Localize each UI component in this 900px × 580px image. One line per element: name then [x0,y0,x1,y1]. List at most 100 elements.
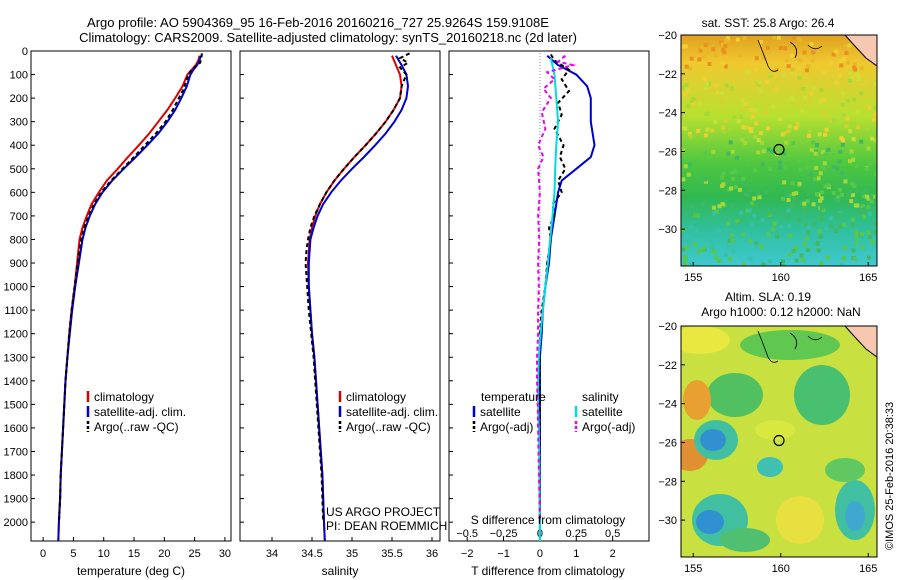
sst-pixel [825,255,830,260]
sst-pixel [809,148,814,153]
depth-tick-label: 1900 [4,494,28,506]
sst-pixel [786,198,791,202]
sst-pixel [829,224,834,229]
sst-pixel [683,92,688,97]
x-tick-label: 34 [266,548,278,560]
sst-pixel [689,212,694,217]
sst-map: sat. SST: 25.8 Argo: 26.4 155 160 165 −20 −2… [658,16,878,284]
sst-pixel [832,153,837,158]
depth-tick-label: 1100 [4,305,28,317]
sst-pixel [771,227,776,232]
map-x-tick-label: 165 [859,563,877,575]
difference-legend: temperature salinitysatelliteArgo(-adj)sa… [472,390,635,434]
sst-pixel [810,58,815,63]
sst-pixel [798,167,803,172]
sst-pixel [794,258,799,263]
sst-pixel [802,201,807,206]
depth-tick-label: 1700 [4,446,28,458]
sla-map: Altim. SLA: 0.19 Argo h1000: 0.12 h2000:… [658,290,878,575]
sst-pixel [766,147,771,152]
sst-pixel [781,259,785,264]
sst-pixel [698,48,703,53]
argo-float-marker [773,434,785,447]
sst-pixel [743,102,748,106]
sst-pixel [811,86,816,91]
sst-pixel [766,211,771,216]
sst-pixel [682,85,687,90]
sst-pixel [871,205,876,210]
sst-pixel [748,188,753,193]
depth-tick-label: 1400 [4,376,28,388]
map-y-tick-label: −24 [658,399,677,411]
sst-pixel [844,238,849,243]
sst-pixel [807,133,811,138]
sst-pixel [855,203,860,208]
sst-pixel [854,230,859,235]
sst-pixel [821,150,825,155]
sst-pixel [729,203,734,208]
sst-pixel [808,172,813,177]
sst-pixel [781,196,786,201]
sst-pixel [760,217,765,222]
sst-pixel [848,129,853,134]
sst-pixel [683,256,688,261]
sst-pixel [853,61,857,66]
sst-pixel [783,46,788,51]
x-tick-label: 36 [426,548,438,560]
sst-pixel [801,258,806,262]
sst-pixel [855,125,860,130]
sst-pixel [796,88,801,93]
sst-pixel [783,164,788,169]
sst-pixel [720,175,725,180]
sst-pixel [756,191,761,196]
sst-pixel [825,227,830,231]
s-diff-tick-label: −0.25 [490,528,518,540]
sst-pixel [805,236,809,241]
sst-pixel [745,125,750,130]
sst-pixel [687,241,692,246]
figure-title-line1: Argo profile: AO 5904369_95 16-Feb-2016 … [87,15,549,30]
sst-pixel [703,177,708,182]
sst-pixel [872,230,877,235]
series-line-0-1 [57,55,202,542]
sst-pixel [739,210,744,215]
series-line-2-0 [538,54,596,541]
sst-pixel [726,151,731,156]
sst-pixel [778,163,783,168]
sst-pixel [686,172,691,177]
argo-float-marker [773,143,785,156]
sst-pixel [681,228,686,233]
sst-pixel [851,157,856,162]
sst-pixel [695,213,700,218]
sla-map-title-line2: Argo h1000: 0.12 h2000: NaN [701,305,860,319]
sst-pixel [812,221,817,226]
sst-pixel [864,188,869,192]
sst-pixel [804,222,809,227]
x-tick-label: 15 [128,548,140,560]
sst-pixel [847,43,852,48]
sst-pixel [806,230,811,235]
sst-pixel [788,233,793,238]
sst-pixel [803,95,807,100]
sst-pixel [687,162,692,167]
sst-pixel [873,222,877,227]
sst-pixel [714,90,719,94]
sst-pixel [840,77,845,81]
sst-pixel [757,195,762,200]
sst-pixel [799,253,804,258]
depth-tick-label: 1200 [4,329,28,341]
sst-pixel [868,211,872,216]
series-line-0-0 [57,55,201,542]
sst-pixel [848,70,853,75]
map-y-tick-label: −22 [658,69,677,81]
sst-pixel [707,81,712,86]
sst-pixel [714,53,719,57]
sst-pixel [727,256,732,261]
sst-pixel [811,181,816,186]
x-tick-label: 1 [573,548,579,560]
x-tick-label: 35.5 [381,548,402,560]
sst-pixel [820,109,825,114]
sst-pixel [806,225,811,230]
sst-pixel [860,245,865,250]
